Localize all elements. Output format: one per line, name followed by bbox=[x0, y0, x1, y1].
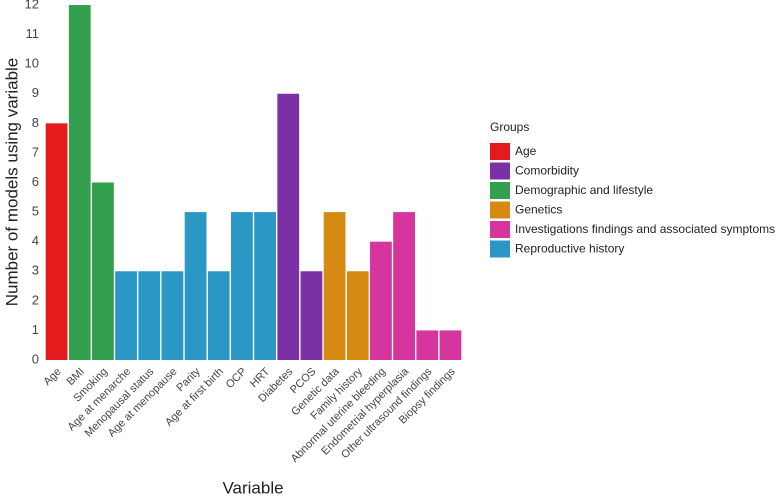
bar bbox=[207, 271, 230, 360]
y-tick-label: 2 bbox=[32, 292, 39, 307]
bar bbox=[45, 123, 68, 360]
bar bbox=[68, 5, 91, 360]
legend-label: Age bbox=[515, 144, 537, 158]
bar bbox=[161, 271, 184, 360]
bar bbox=[393, 212, 415, 360]
x-axis-title: Variable bbox=[222, 478, 283, 497]
bar bbox=[370, 241, 392, 360]
bar bbox=[346, 271, 369, 360]
legend-label: Investigations findings and associated s… bbox=[515, 222, 775, 236]
legend-key bbox=[490, 162, 510, 180]
legend-key bbox=[490, 182, 510, 199]
y-axis-title: Number of models using variable bbox=[2, 58, 21, 307]
legend-key bbox=[490, 221, 510, 238]
x-tick-label: OCP bbox=[224, 366, 249, 391]
y-tick-label: 9 bbox=[32, 85, 39, 100]
y-tick-label: 0 bbox=[32, 351, 39, 366]
bar bbox=[254, 212, 276, 360]
bar bbox=[416, 330, 439, 360]
y-tick-label: 5 bbox=[32, 204, 39, 219]
bar bbox=[115, 271, 137, 360]
legend-title: Groups bbox=[490, 120, 529, 134]
bar bbox=[277, 93, 300, 360]
bar bbox=[92, 182, 114, 360]
bar bbox=[300, 271, 323, 360]
legend-label: Genetics bbox=[515, 203, 562, 217]
bar bbox=[323, 212, 346, 360]
y-tick-label: 10 bbox=[25, 56, 39, 71]
legend-label: Reproductive history bbox=[515, 242, 624, 256]
legend-key bbox=[490, 143, 510, 160]
y-tick-label: 1 bbox=[32, 322, 39, 337]
y-tick-label: 11 bbox=[26, 26, 40, 41]
bar bbox=[231, 212, 253, 360]
legend-key bbox=[490, 240, 510, 258]
bar bbox=[439, 330, 462, 360]
x-tick-label: Age bbox=[41, 366, 63, 388]
y-tick-label: 4 bbox=[32, 233, 39, 248]
legend-label: Demographic and lifestyle bbox=[515, 183, 653, 197]
y-tick-label: 6 bbox=[32, 174, 39, 189]
y-tick-label: 3 bbox=[32, 263, 39, 278]
legend-key bbox=[490, 201, 510, 219]
y-tick-label: 12 bbox=[25, 0, 39, 11]
y-tick-label: 7 bbox=[32, 144, 39, 159]
bar bbox=[184, 212, 207, 360]
bar bbox=[138, 271, 161, 360]
y-tick-label: 8 bbox=[32, 115, 39, 130]
legend-label: Comorbidity bbox=[515, 164, 579, 178]
